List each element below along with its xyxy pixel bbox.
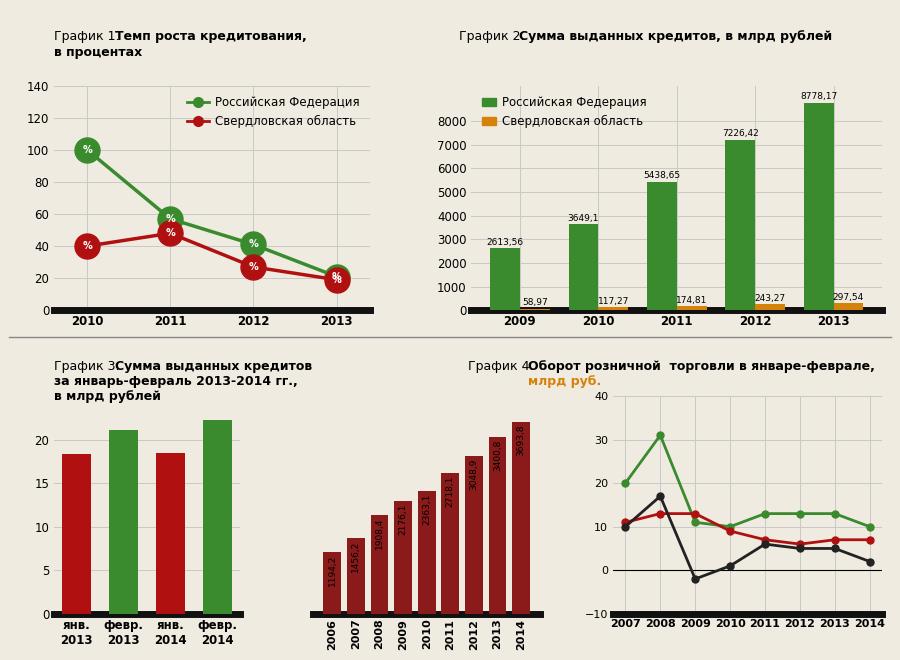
Text: График 1.: График 1. [54, 30, 123, 43]
Реальный темп роста оборота, % [760, 540, 770, 548]
Bar [418, 491, 436, 614]
Темп роста оборота, % [795, 510, 806, 517]
Годовая инфляция, % [760, 536, 770, 544]
Темп роста оборота, % [620, 479, 631, 487]
Text: График 2.: График 2. [459, 30, 528, 43]
Реальный темп роста оборота, % [620, 523, 631, 531]
Text: График 3.: График 3. [54, 360, 123, 373]
Text: %: % [248, 240, 258, 249]
Годовая инфляция, % [620, 518, 631, 526]
Bar [755, 304, 785, 310]
Годовая инфляция, % [864, 536, 875, 544]
Legend: Российская Федерация, Свердловская область: Российская Федерация, Свердловская облас… [477, 92, 652, 133]
Годовая инфляция, % [655, 510, 666, 517]
Bar [203, 420, 231, 614]
Годовая инфляция, % [830, 536, 841, 544]
Bar [512, 422, 530, 614]
Темп роста оборота, % [760, 510, 770, 517]
Text: %: % [166, 228, 176, 238]
Bar [569, 224, 598, 310]
Темп роста оборота, % [724, 523, 735, 531]
Text: Оборот розничной  торговли в январе-феврале,: Оборот розничной торговли в январе-февра… [528, 360, 879, 373]
Text: График 4.: График 4. [468, 360, 537, 373]
Text: за январь-февраль 2013-2014 гг.,: за январь-февраль 2013-2014 гг., [54, 375, 298, 388]
Text: 1194,2: 1194,2 [328, 554, 337, 585]
Text: Сумма выданных кредитов, в млрд рублей: Сумма выданных кредитов, в млрд рублей [519, 30, 832, 43]
Bar [62, 454, 91, 614]
Bar [157, 453, 184, 614]
Text: в млрд рублей: в млрд рублей [54, 390, 161, 403]
Text: 3048,9: 3048,9 [470, 458, 479, 490]
Bar [465, 455, 482, 614]
Темп роста оборота, % [830, 510, 841, 517]
Text: 2363,1: 2363,1 [422, 494, 431, 525]
Bar [804, 103, 833, 310]
Text: 243,27: 243,27 [754, 294, 786, 303]
Bar [441, 473, 459, 614]
Bar [677, 306, 706, 310]
Line: Реальный темп роста оборота, %: Реальный темп роста оборота, % [622, 493, 873, 582]
Годовая инфляция, % [724, 527, 735, 535]
Bar [725, 139, 755, 310]
Text: %: % [166, 214, 176, 224]
Bar [110, 430, 138, 614]
Темп роста оборота, % [689, 518, 700, 526]
Реальный темп роста оборота, % [724, 562, 735, 570]
Bar [520, 309, 550, 310]
Text: 297,54: 297,54 [832, 293, 864, 302]
Bar [371, 515, 388, 614]
Text: 5438,65: 5438,65 [644, 172, 680, 180]
Text: %: % [248, 262, 258, 272]
Bar [346, 539, 364, 614]
Text: 2718,1: 2718,1 [446, 475, 454, 507]
Text: 7226,42: 7226,42 [722, 129, 759, 138]
Темп роста оборота, % [655, 431, 666, 439]
Реальный темп роста оборота, % [689, 575, 700, 583]
Bar [598, 308, 628, 310]
Text: 3693,8: 3693,8 [517, 425, 526, 456]
Text: 2176,1: 2176,1 [399, 504, 408, 535]
Темп роста оборота, % [864, 523, 875, 531]
Text: %: % [332, 271, 341, 282]
Text: в процентах: в процентах [54, 46, 142, 59]
Bar [489, 438, 507, 614]
Реальный темп роста оборота, % [830, 544, 841, 552]
Text: 2613,56: 2613,56 [487, 238, 524, 247]
Годовая инфляция, % [689, 510, 700, 517]
Text: 174,81: 174,81 [676, 296, 707, 305]
Реальный темп роста оборота, % [655, 492, 666, 500]
Legend: Российская Федерация, Свердловская область: Российская Федерация, Свердловская облас… [183, 92, 364, 133]
Bar [833, 303, 863, 310]
Text: 8778,17: 8778,17 [800, 92, 837, 102]
Text: Сумма выданных кредитов: Сумма выданных кредитов [115, 360, 312, 373]
Line: Годовая инфляция, %: Годовая инфляция, % [622, 510, 873, 548]
Bar [491, 248, 520, 310]
Bar [647, 182, 677, 310]
Text: 117,27: 117,27 [598, 297, 629, 306]
Text: 1908,4: 1908,4 [375, 517, 384, 549]
Реальный темп роста оборота, % [864, 558, 875, 566]
Text: %: % [332, 275, 341, 284]
Text: 1456,2: 1456,2 [351, 541, 360, 572]
Line: Темп роста оборота, %: Темп роста оборота, % [622, 432, 873, 530]
Bar [394, 501, 412, 614]
Text: 58,97: 58,97 [522, 298, 548, 308]
Реальный темп роста оборота, % [795, 544, 806, 552]
Bar [323, 552, 341, 614]
Text: %: % [83, 241, 92, 251]
Text: 3400,8: 3400,8 [493, 440, 502, 471]
Годовая инфляция, % [795, 540, 806, 548]
Text: 3649,1: 3649,1 [568, 214, 599, 222]
Text: Темп роста кредитования,: Темп роста кредитования, [115, 30, 307, 43]
Text: %: % [83, 145, 92, 155]
Text: млрд руб.: млрд руб. [528, 375, 601, 388]
